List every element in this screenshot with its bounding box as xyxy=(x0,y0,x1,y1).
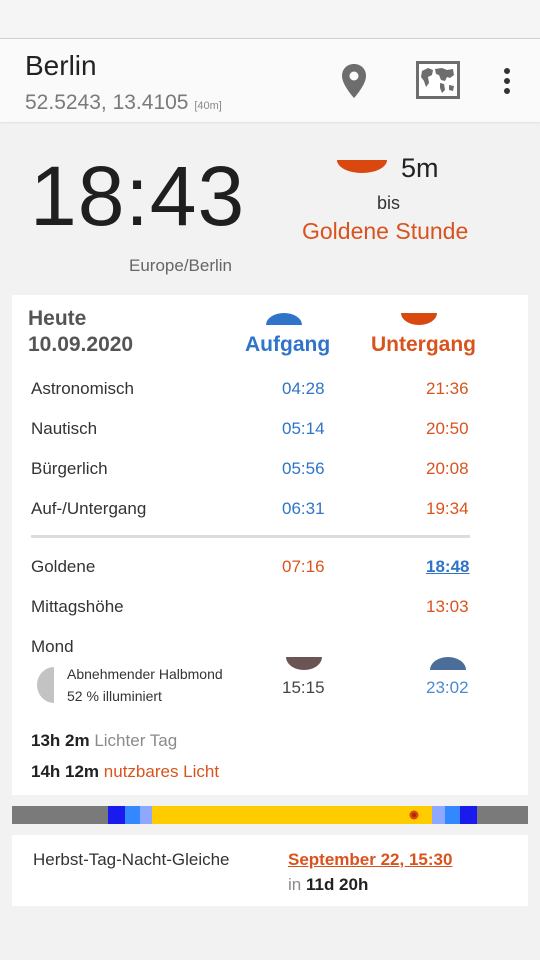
table-row: Astronomisch 04:28 21:36 xyxy=(12,375,528,405)
altitude-value: [40m] xyxy=(194,100,222,112)
location-coords: 52.5243, 13.4105 [40m] xyxy=(25,91,222,115)
equinox-date-link[interactable]: September 22, 15:30 xyxy=(288,850,453,869)
moonrise-time: 15:15 xyxy=(282,678,325,697)
usable-light: 14h 12m nutzbares Licht xyxy=(31,762,219,782)
daylight-timeline[interactable] xyxy=(12,806,528,824)
table-row: Nautisch 05:14 20:50 xyxy=(12,415,528,445)
day-label: Heute xyxy=(28,307,87,330)
app-bar: Berlin 52.5243, 13.4105 [40m] xyxy=(0,39,540,122)
moon-phase-text: Abnehmender Halbmond xyxy=(67,666,223,682)
row-label: Goldene xyxy=(31,557,96,576)
countdown-connector: bis xyxy=(377,193,401,213)
overflow-menu-icon[interactable] xyxy=(500,67,514,95)
sun-times-card: Heute 10.09.2020 Aufgang Untergang Astro… xyxy=(12,295,528,795)
row-label: Mittagshöhe xyxy=(31,597,124,616)
sunset-icon xyxy=(401,313,437,325)
moonset-time: 23:02 xyxy=(426,678,469,697)
location-name[interactable]: Berlin xyxy=(25,50,97,81)
row-label: Auf-/Untergang xyxy=(31,499,147,518)
sunrise-icon xyxy=(266,313,302,325)
noon-time: 13:03 xyxy=(426,597,469,616)
set-time: 20:08 xyxy=(426,459,469,478)
equinox-card: Herbst-Tag-Nacht-Gleiche September 22, 1… xyxy=(12,835,528,906)
table-row: Goldene 07:16 18:48 xyxy=(12,553,528,583)
usable-light-value: 14h 12m xyxy=(31,762,100,781)
date-label[interactable]: 10.09.2020 xyxy=(28,333,134,356)
rise-time: 04:28 xyxy=(282,379,325,398)
row-label: Nautisch xyxy=(31,419,98,438)
set-time: 20:50 xyxy=(426,419,469,438)
timezone-label: Europe/Berlin xyxy=(129,256,233,275)
location-pin-icon[interactable] xyxy=(341,63,367,99)
equinox-label: Herbst-Tag-Nacht-Gleiche xyxy=(33,850,230,869)
next-event-name: Goldene Stunde xyxy=(302,218,469,244)
equinox-in-value: 11d 20h xyxy=(305,875,369,894)
rise-time: 05:14 xyxy=(282,419,325,438)
moon-label: Mond xyxy=(31,637,74,656)
section-divider xyxy=(31,535,470,538)
moon-illumination: 52 % illuminiert xyxy=(67,688,162,704)
day-length-value: 13h 2m xyxy=(31,731,90,750)
sunset-header: Untergang xyxy=(371,333,476,356)
golden-hour-link[interactable]: 18:48 xyxy=(426,557,470,576)
table-row: Bürgerlich 05:56 20:08 xyxy=(12,455,528,485)
setting-sun-icon xyxy=(337,160,387,173)
set-time: 21:36 xyxy=(426,379,469,398)
world-map-icon[interactable] xyxy=(416,61,460,99)
rise-time: 07:16 xyxy=(282,557,325,576)
table-row: Mittagshöhe 13:03 xyxy=(12,593,528,623)
moonset-icon xyxy=(430,657,466,670)
current-time: 18:43 xyxy=(30,149,246,243)
day-length: 13h 2m Lichter Tag xyxy=(31,731,177,751)
equinox-countdown: in 11d 20h xyxy=(288,875,368,895)
rise-time: 06:31 xyxy=(282,499,325,518)
countdown-value: 5m xyxy=(401,153,439,183)
day-length-label: Lichter Tag xyxy=(94,731,178,750)
moon-phase-icon xyxy=(37,667,54,703)
moonrise-icon xyxy=(286,657,322,670)
sunrise-header: Aufgang xyxy=(245,333,331,356)
rise-time: 05:56 xyxy=(282,459,325,478)
usable-light-label: nutzbares Licht xyxy=(103,762,220,781)
coords-value: 52.5243, 13.4105 xyxy=(25,91,189,114)
row-label: Astronomisch xyxy=(31,379,134,398)
status-bar xyxy=(0,0,540,39)
row-label: Bürgerlich xyxy=(31,459,108,478)
equinox-in-prefix: in xyxy=(288,875,302,894)
set-time: 19:34 xyxy=(426,499,469,518)
table-row: Auf-/Untergang 06:31 19:34 xyxy=(12,495,528,525)
